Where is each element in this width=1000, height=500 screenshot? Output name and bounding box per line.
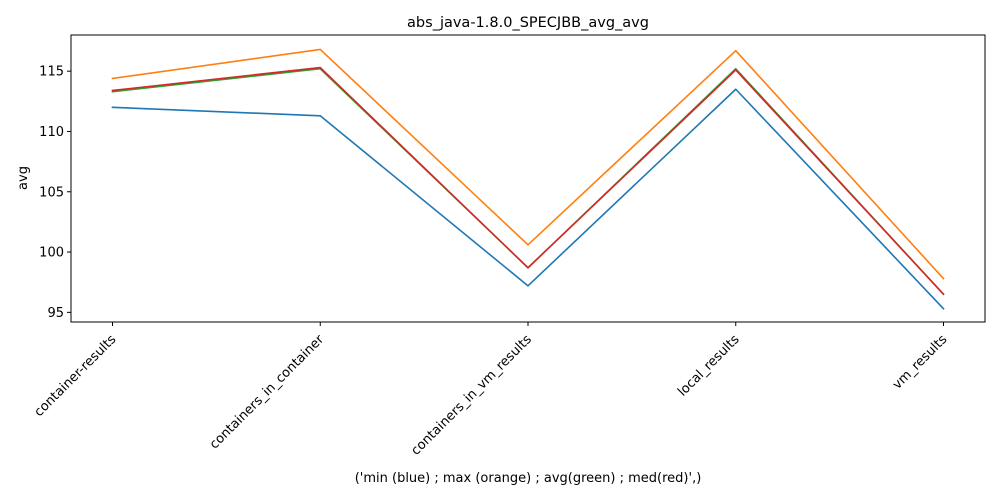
y-tick-label: 100 xyxy=(39,246,64,261)
x-tick-label: container-results xyxy=(32,332,120,420)
y-axis-label: avg xyxy=(16,166,31,190)
series-line-1 xyxy=(111,48,945,280)
series-line-2 xyxy=(111,67,945,296)
series-line-0 xyxy=(111,88,945,310)
chart-title: abs_java-1.8.0_SPECJBB_avg_avg xyxy=(407,15,649,31)
series-layer xyxy=(111,48,945,310)
y-tick-label: 110 xyxy=(39,125,64,140)
x-tick-label: local_results xyxy=(675,332,743,400)
series-line-3 xyxy=(111,66,945,296)
y-tick-label: 115 xyxy=(39,65,64,80)
x-tick-label: containers_in_container xyxy=(207,332,328,453)
x-axis-label: ('min (blue) ; max (orange) ; avg(green)… xyxy=(355,471,702,486)
y-tick-label: 105 xyxy=(39,185,64,200)
axes: 95 100 105 110 115 container-results container… xyxy=(32,34,986,459)
x-tick-label: containers_in_vm_results xyxy=(409,332,535,458)
y-tick-label: 95 xyxy=(47,306,64,321)
plot-frame xyxy=(70,34,986,323)
x-tick-label: vm_results xyxy=(890,332,951,393)
